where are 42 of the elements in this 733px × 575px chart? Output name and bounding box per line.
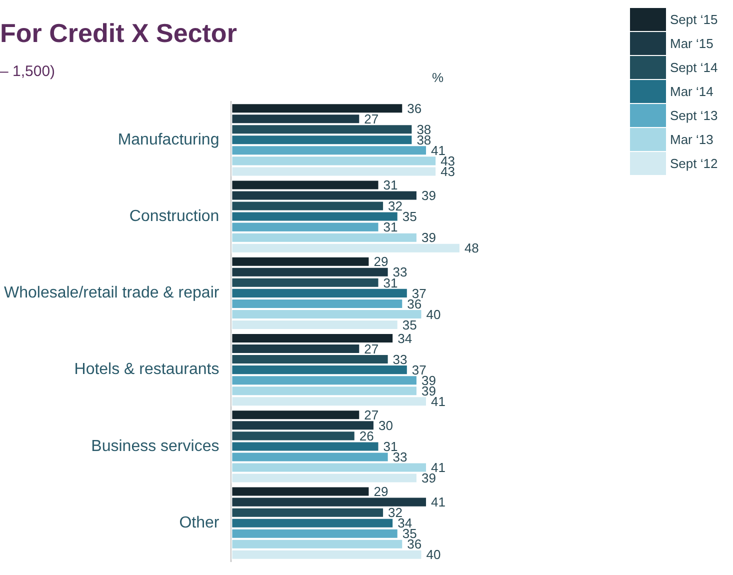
data-label: 27 — [364, 341, 379, 356]
data-label: 39 — [421, 230, 436, 246]
data-label: 29 — [374, 484, 388, 500]
data-label: 34 — [398, 330, 412, 346]
data-label: 35 — [402, 209, 417, 224]
data-label: 33 — [392, 450, 408, 465]
legend-label: Sept ‘15 — [670, 12, 718, 26]
data-label: 36 — [407, 100, 422, 116]
y-tick-label: Hotels & restaurants — [74, 361, 220, 378]
legend-label: Sept ‘14 — [670, 60, 718, 74]
y-tick-label: Business services — [91, 438, 220, 455]
y-tick-label: Wholesale/retail trade & repair — [4, 284, 220, 302]
data-label: 26 — [359, 428, 374, 444]
y-tick-label: Construction — [129, 208, 220, 225]
data-label: 32 — [388, 198, 403, 214]
y-tick-label: Manufacturing — [118, 131, 220, 148]
data-label: 39 — [421, 470, 436, 486]
data-label: 31 — [383, 178, 398, 193]
data-label: 39 — [421, 188, 436, 204]
legend-label: Mar ‘13 — [670, 132, 714, 146]
text: – 1,500) — [0, 63, 56, 80]
data-label: 27 — [364, 408, 379, 422]
text: % — [432, 70, 444, 85]
data-label: 48 — [464, 240, 479, 256]
data-label: 30 — [378, 418, 393, 434]
data-label: 37 — [412, 286, 426, 301]
data-label: 27 — [364, 111, 379, 126]
data-label: 33 — [392, 264, 408, 280]
legend-label: Sept ‘12 — [670, 156, 718, 170]
data-label: 41 — [431, 143, 446, 158]
legend-label: Mar ‘15 — [670, 36, 714, 50]
data-label: 33 — [392, 352, 408, 367]
data-label: 35 — [402, 317, 417, 332]
legend-label: Sept ‘13 — [670, 108, 718, 122]
data-label: 29 — [374, 254, 388, 270]
legend-label: Mar ‘14 — [670, 84, 714, 98]
chart-title: For Credit X Sector — [0, 18, 237, 49]
y-tick-label: Other — [179, 514, 220, 532]
data-label: 41 — [431, 494, 446, 510]
data-label: 40 — [426, 306, 441, 322]
data-label: 31 — [383, 220, 398, 235]
data-label: 40 — [426, 547, 441, 562]
